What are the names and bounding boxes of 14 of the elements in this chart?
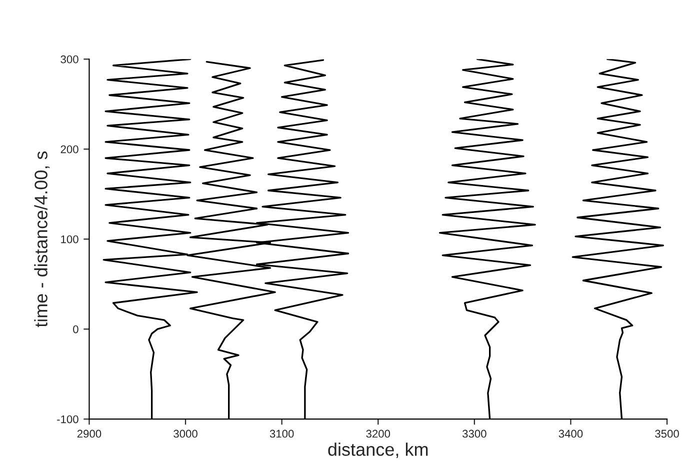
x-axis-title: distance, km [328, 442, 428, 458]
y-tick-label: -100 [57, 415, 78, 424]
y-axis-title: time - distance/4.00, s [34, 151, 50, 328]
x-tick-label: 3300 [462, 430, 486, 438]
x-tick-label: 3100 [270, 430, 294, 438]
y-tick-label: 200 [60, 145, 78, 154]
x-tick-label: 2900 [77, 430, 102, 438]
y-tick-label: 100 [61, 235, 78, 244]
x-tick-label: 3000 [174, 430, 198, 438]
y-tick-label: 300 [60, 55, 78, 64]
x-tick-label: 3500 [655, 430, 679, 438]
y-tick-label: 0 [73, 325, 78, 334]
x-tick-label: 3200 [366, 430, 390, 438]
x-tick-label: 3400 [558, 430, 583, 438]
